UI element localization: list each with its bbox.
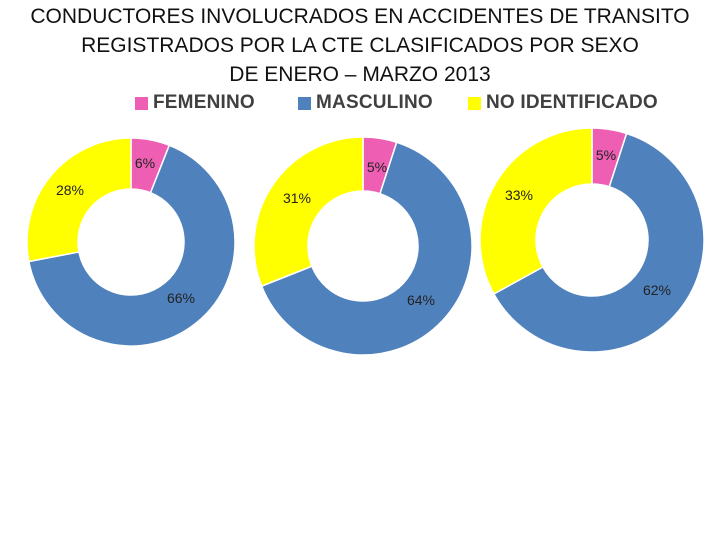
legend-item-femenino: FEMENINO <box>135 92 255 114</box>
donut-2-label-no-identificado: 31% <box>283 190 311 206</box>
donut-2-slice-masculino <box>260 141 473 356</box>
donut-chart-3: 5% 62% 33% <box>479 127 705 353</box>
donut-3-slice-masculino <box>492 132 705 353</box>
legend: FEMENINO MASCULINO NO IDENTIFICADO <box>0 92 720 116</box>
donut-chart-2: 5% 64% 31% <box>253 136 473 356</box>
donut-1-label-femenino: 6% <box>135 155 155 171</box>
donut-1-label-no-identificado: 28% <box>56 182 84 198</box>
donut-2-label-masculino: 64% <box>407 292 435 308</box>
chart-title-line-3: DE ENERO – MARZO 2013 <box>229 63 491 86</box>
chart-title-line-1: CONDUCTORES INVOLUCRADOS EN ACCIDENTES D… <box>30 5 690 28</box>
donut-3-label-no-identificado: 33% <box>505 187 533 203</box>
chart-title-line-2: REGISTRADOS POR LA CTE CLASIFICADOS POR … <box>81 34 639 57</box>
donut-3-label-femenino: 5% <box>596 147 616 163</box>
donut-1-label-masculino: 66% <box>167 290 195 306</box>
chart-title: CONDUCTORES INVOLUCRADOS EN ACCIDENTES D… <box>0 2 720 89</box>
legend-label-femenino: FEMENINO <box>153 92 255 113</box>
donut-2-slice-no-identificado <box>253 136 364 288</box>
legend-label-no-identificado: NO IDENTIFICADO <box>486 92 658 113</box>
donut-1-slice-no-identificado <box>26 137 132 263</box>
donut-chart-1: 6% 66% 28% <box>26 137 236 347</box>
legend-item-masculino: MASCULINO <box>298 92 433 114</box>
legend-swatch-masculino <box>298 96 311 110</box>
donut-3-label-masculino: 62% <box>643 282 671 298</box>
donut-1-slice-masculino <box>27 144 236 347</box>
legend-item-no-identificado: NO IDENTIFICADO <box>468 92 658 114</box>
legend-swatch-no-identificado <box>468 96 481 110</box>
legend-swatch-femenino <box>135 96 148 110</box>
donut-3-slice-no-identificado <box>479 127 593 295</box>
legend-label-masculino: MASCULINO <box>316 92 433 113</box>
donut-2-label-femenino: 5% <box>367 159 387 175</box>
